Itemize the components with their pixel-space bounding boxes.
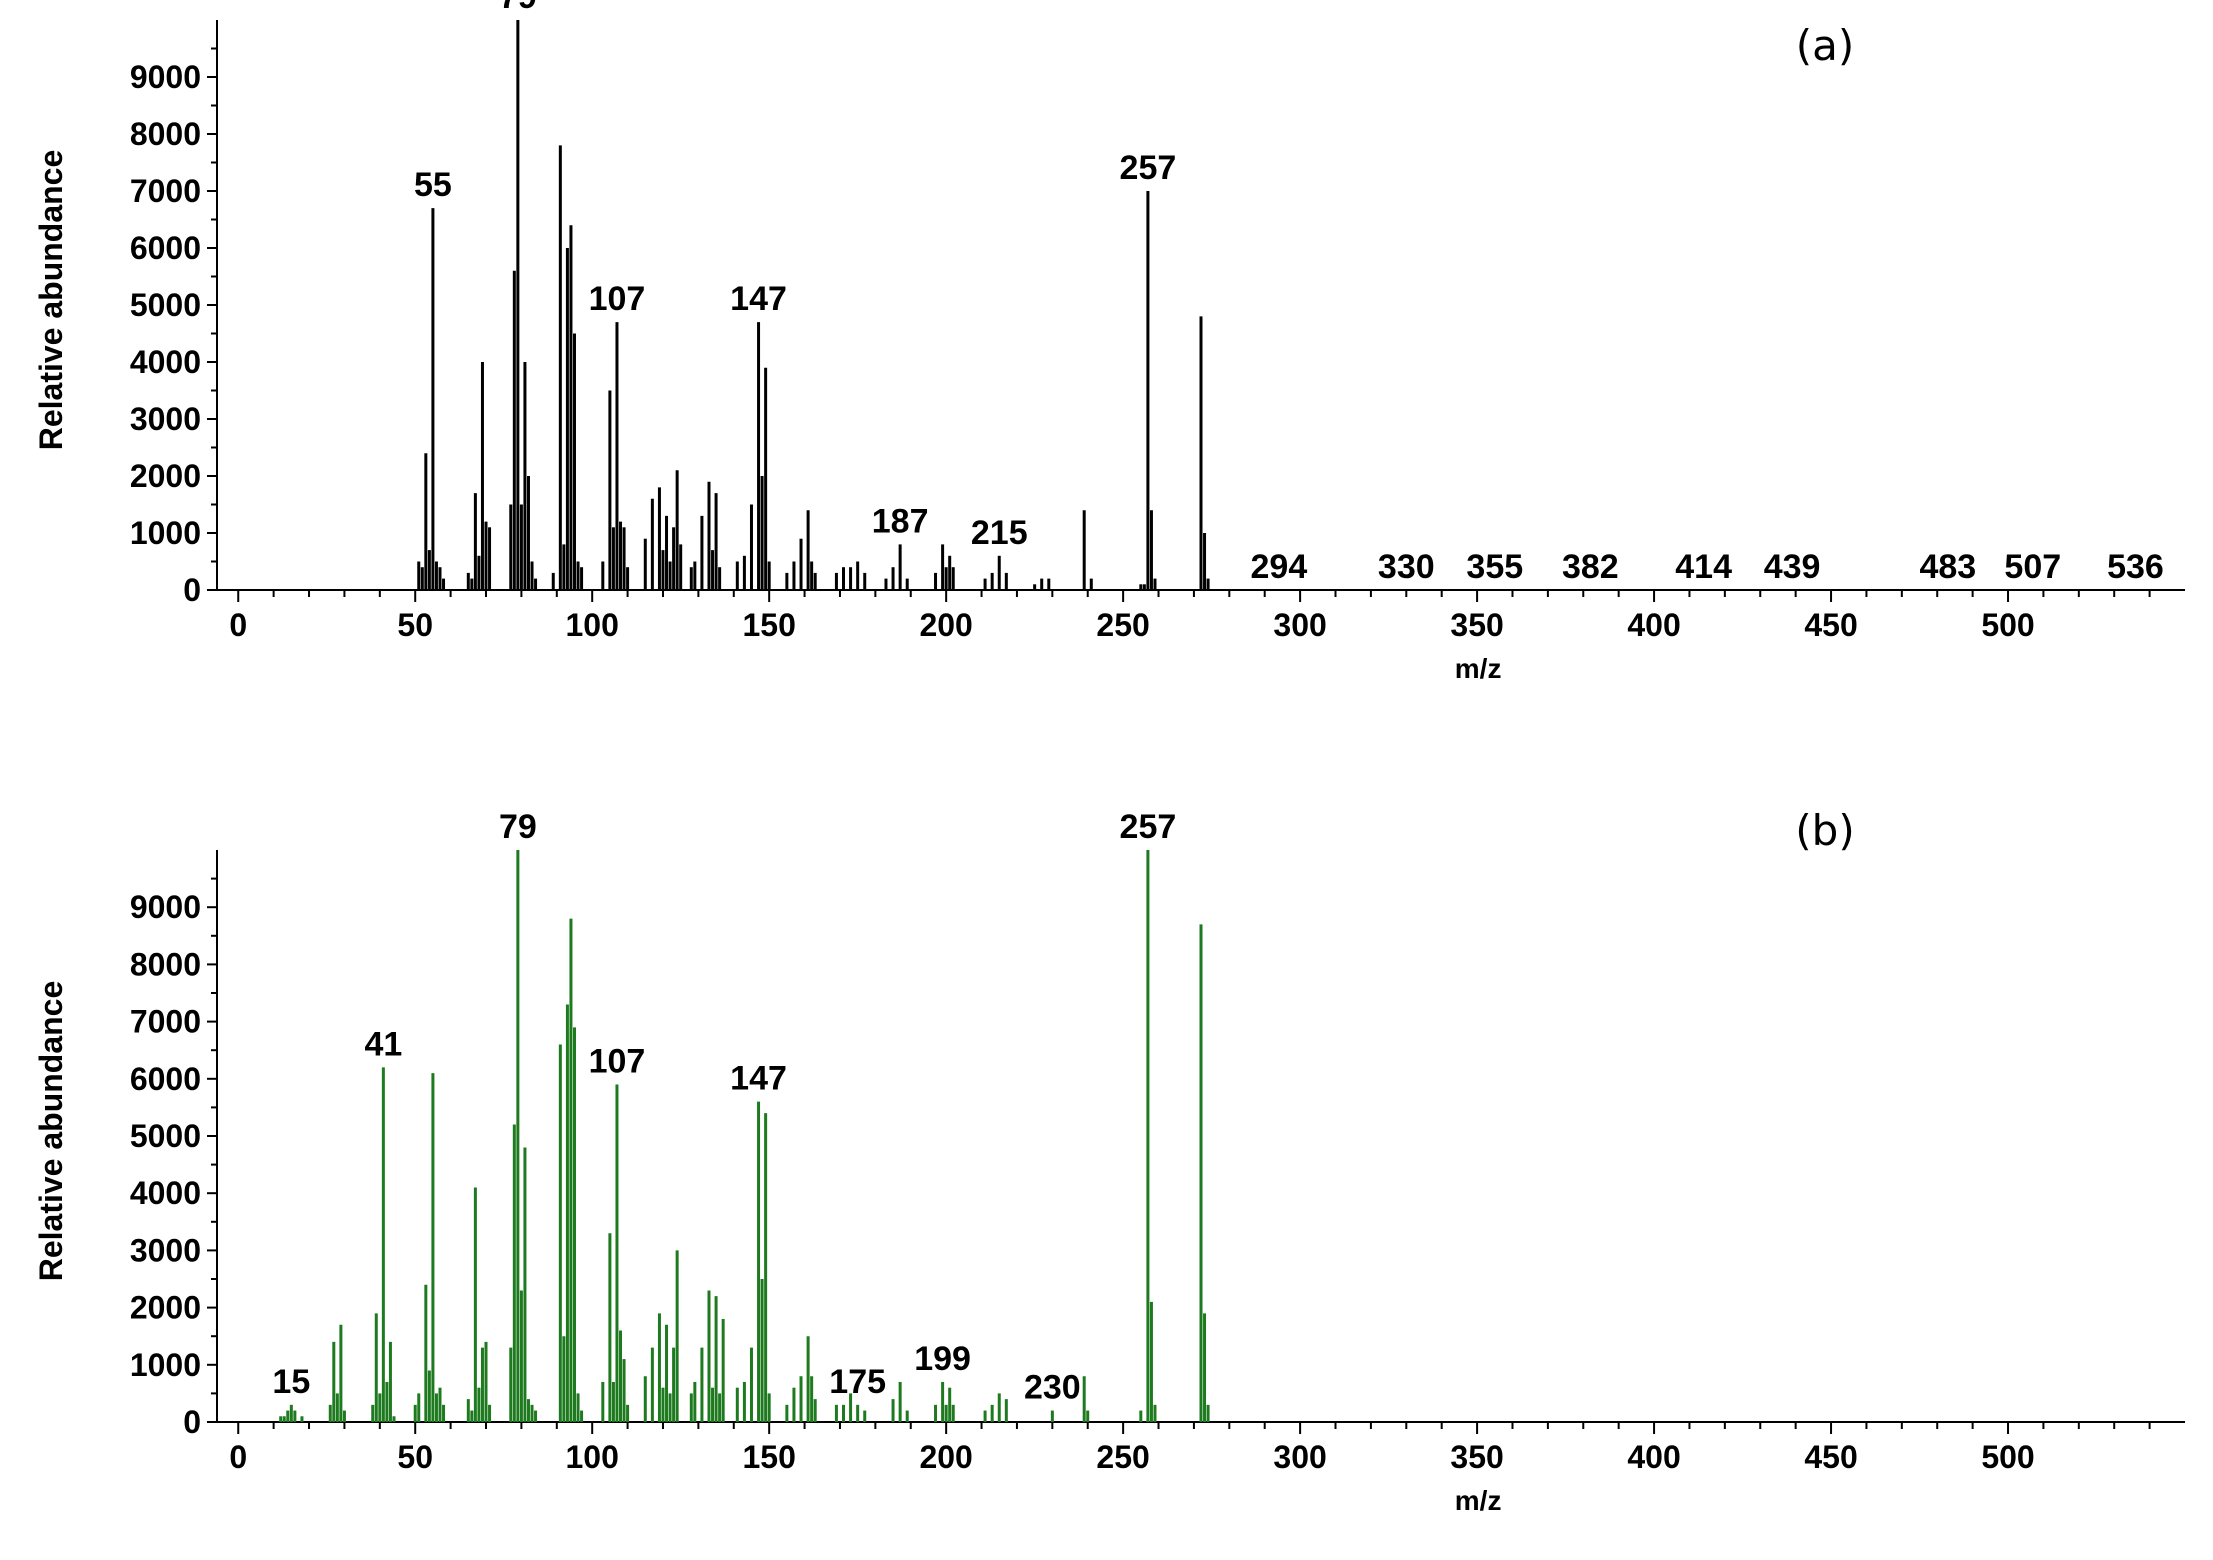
panel-label: (a) bbox=[1796, 21, 1855, 70]
y-tick-label: 5000 bbox=[130, 287, 201, 323]
peak-label: 55 bbox=[414, 166, 452, 204]
x-tick-label: 450 bbox=[1804, 1439, 1857, 1475]
peak-label: 257 bbox=[1120, 149, 1177, 187]
x-tick-label: 450 bbox=[1804, 607, 1857, 643]
y-axis-title: Relative abundance bbox=[33, 981, 69, 1282]
x-tick-label: 350 bbox=[1450, 1439, 1503, 1475]
y-tick-label: 1000 bbox=[130, 1347, 201, 1383]
peak-label: 230 bbox=[1024, 1369, 1081, 1407]
x-tick-label: 200 bbox=[919, 607, 972, 643]
x-tick-label: 250 bbox=[1096, 1439, 1149, 1475]
y-tick-label: 3000 bbox=[130, 1232, 201, 1268]
peak-label: 483 bbox=[1919, 548, 1976, 586]
peak-label: 175 bbox=[829, 1363, 886, 1401]
peak-label: 414 bbox=[1675, 548, 1732, 586]
peak-label: 147 bbox=[730, 1060, 787, 1098]
peak-label: 382 bbox=[1562, 548, 1619, 586]
x-tick-label: 50 bbox=[397, 1439, 433, 1475]
y-tick-label: 9000 bbox=[130, 59, 201, 95]
y-axis-title: Relative abundance bbox=[33, 150, 69, 451]
x-tick-label: 400 bbox=[1627, 1439, 1680, 1475]
y-tick-label: 7000 bbox=[130, 173, 201, 209]
y-tick-label: 1000 bbox=[130, 515, 201, 551]
x-tick-label: 100 bbox=[565, 607, 618, 643]
x-tick-label: 200 bbox=[919, 1439, 972, 1475]
y-tick-label: 4000 bbox=[130, 1175, 201, 1211]
x-tick-label: 350 bbox=[1450, 607, 1503, 643]
x-tick-label: 50 bbox=[397, 607, 433, 643]
y-tick-label: 0 bbox=[183, 1404, 201, 1440]
x-tick-label: 400 bbox=[1627, 607, 1680, 643]
x-axis-title: m/z bbox=[1455, 653, 1502, 684]
peak-label: 215 bbox=[971, 514, 1028, 552]
y-tick-label: 6000 bbox=[130, 230, 201, 266]
x-tick-label: 150 bbox=[742, 1439, 795, 1475]
peak-label: 330 bbox=[1378, 548, 1435, 586]
y-tick-label: 8000 bbox=[130, 116, 201, 152]
y-tick-label: 3000 bbox=[130, 401, 201, 437]
x-tick-label: 250 bbox=[1096, 607, 1149, 643]
x-tick-label: 500 bbox=[1981, 607, 2034, 643]
peak-label: 507 bbox=[2004, 548, 2061, 586]
peak-label: 536 bbox=[2107, 548, 2164, 586]
x-tick-label: 300 bbox=[1273, 1439, 1326, 1475]
peak-label: 79 bbox=[499, 0, 537, 16]
y-tick-label: 5000 bbox=[130, 1118, 201, 1154]
y-tick-label: 8000 bbox=[130, 946, 201, 982]
peak-label: 199 bbox=[914, 1340, 971, 1378]
peak-label: 79 bbox=[499, 808, 537, 846]
y-tick-label: 0 bbox=[183, 572, 201, 608]
peak-label: 41 bbox=[364, 1025, 402, 1063]
x-axis-title: m/z bbox=[1455, 1485, 1502, 1516]
y-tick-label: 7000 bbox=[130, 1004, 201, 1040]
y-tick-label: 2000 bbox=[130, 1290, 201, 1326]
x-tick-label: 0 bbox=[229, 1439, 247, 1475]
peak-label: 355 bbox=[1466, 548, 1523, 586]
spectrum-panel-a: 0 50 100 150 200 250 300 350 400 450 5000100020003… bbox=[33, 0, 2185, 684]
panel-label: (b) bbox=[1795, 806, 1854, 855]
peak-label: 187 bbox=[872, 502, 929, 540]
peak-label: 294 bbox=[1251, 548, 1308, 586]
x-tick-label: 150 bbox=[742, 607, 795, 643]
peak-label: 107 bbox=[589, 280, 646, 318]
y-tick-label: 9000 bbox=[130, 889, 201, 925]
x-tick-label: 0 bbox=[229, 607, 247, 643]
x-tick-label: 100 bbox=[565, 1439, 618, 1475]
x-tick-label: 500 bbox=[1981, 1439, 2034, 1475]
y-tick-label: 4000 bbox=[130, 344, 201, 380]
y-tick-label: 6000 bbox=[130, 1061, 201, 1097]
peak-label: 147 bbox=[730, 280, 787, 318]
peak-label: 15 bbox=[272, 1363, 310, 1401]
x-tick-label: 300 bbox=[1273, 607, 1326, 643]
peak-label: 107 bbox=[589, 1043, 646, 1081]
spectrum-panel-b: 0 50 100 150 200 250 300 350 400 450 5000100020003… bbox=[33, 806, 2185, 1516]
peak-label: 257 bbox=[1120, 808, 1177, 846]
peak-label: 439 bbox=[1764, 548, 1821, 586]
y-tick-label: 2000 bbox=[130, 458, 201, 494]
